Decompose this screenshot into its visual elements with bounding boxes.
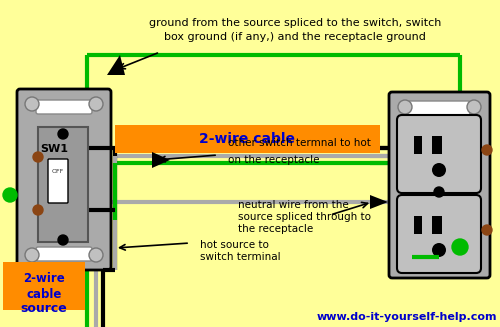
Text: switch terminal: switch terminal — [200, 252, 280, 262]
Bar — [38, 127, 88, 242]
Circle shape — [432, 243, 446, 257]
Circle shape — [33, 152, 43, 162]
Circle shape — [25, 97, 39, 111]
Text: 2-wire cable: 2-wire cable — [199, 132, 295, 146]
Circle shape — [398, 256, 412, 270]
FancyBboxPatch shape — [48, 159, 68, 203]
Text: neutral wire from the: neutral wire from the — [238, 200, 349, 210]
Circle shape — [467, 256, 481, 270]
Polygon shape — [152, 152, 170, 168]
FancyBboxPatch shape — [36, 100, 92, 114]
Bar — [432, 136, 442, 154]
Circle shape — [33, 205, 43, 215]
Circle shape — [58, 235, 68, 245]
Circle shape — [89, 248, 103, 262]
Bar — [432, 216, 442, 234]
Bar — [115, 125, 380, 153]
Text: www.do-it-yourself-help.com: www.do-it-yourself-help.com — [316, 312, 497, 322]
FancyBboxPatch shape — [397, 195, 481, 273]
Text: other switch termnal to hot: other switch termnal to hot — [228, 138, 371, 148]
Circle shape — [452, 239, 468, 255]
FancyBboxPatch shape — [408, 101, 470, 115]
Text: OFF: OFF — [52, 169, 64, 174]
Text: hot source to: hot source to — [200, 240, 269, 250]
Text: the receptacle: the receptacle — [238, 224, 313, 234]
Circle shape — [467, 100, 481, 114]
Circle shape — [432, 163, 446, 177]
Circle shape — [398, 100, 412, 114]
Circle shape — [434, 187, 444, 197]
Text: on the receptacle: on the receptacle — [228, 155, 320, 165]
Text: ground from the source spliced to the switch, switch: ground from the source spliced to the sw… — [149, 18, 441, 28]
FancyBboxPatch shape — [36, 247, 92, 261]
FancyBboxPatch shape — [389, 92, 490, 278]
Circle shape — [482, 225, 492, 235]
Text: box ground (if any,) and the receptacle ground: box ground (if any,) and the receptacle … — [164, 32, 426, 42]
Circle shape — [58, 129, 68, 139]
FancyBboxPatch shape — [397, 115, 481, 193]
FancyBboxPatch shape — [17, 89, 111, 270]
Polygon shape — [370, 195, 388, 209]
Bar — [414, 136, 422, 154]
Bar — [414, 216, 422, 234]
Bar — [3, 262, 85, 310]
Circle shape — [89, 97, 103, 111]
Text: source spliced through to: source spliced through to — [238, 212, 371, 222]
Circle shape — [25, 248, 39, 262]
Circle shape — [482, 145, 492, 155]
Text: source: source — [20, 302, 68, 315]
FancyBboxPatch shape — [408, 255, 470, 269]
Text: SW1: SW1 — [40, 144, 68, 154]
Circle shape — [3, 188, 17, 202]
Polygon shape — [107, 55, 125, 75]
Text: 2-wire
cable: 2-wire cable — [23, 272, 65, 301]
